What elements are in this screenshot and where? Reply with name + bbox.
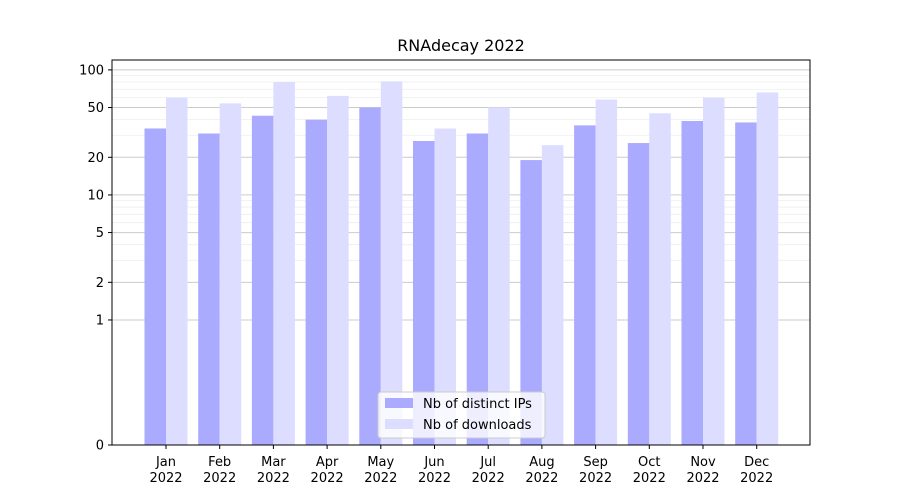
bar-downloads (380, 81, 403, 445)
chart-title: RNAdecay 2022 (397, 36, 525, 55)
bar-downloads (166, 97, 188, 445)
bar-distinct-ips (681, 121, 703, 446)
legend: Nb of distinct IPs Nb of downloads (377, 391, 546, 439)
bar-downloads (273, 82, 295, 445)
bar-distinct-ips (574, 125, 596, 445)
x-tick-label: Jan 2022 (149, 455, 182, 486)
y-tick-label: 1 (96, 313, 104, 328)
y-tick-label: 50 (87, 101, 104, 116)
x-tick-label: Jun 2022 (418, 455, 451, 486)
y-axis: 0 1 2 5 10 20 50 100 (79, 63, 112, 454)
bar-downloads (488, 107, 510, 446)
bar-downloads (703, 97, 725, 445)
bar-distinct-ips (466, 133, 489, 445)
x-tick-label: Jul 2022 (472, 455, 505, 486)
legend-label-distinct-ips: Nb of distinct IPs (423, 397, 532, 412)
bar-downloads (595, 99, 618, 446)
x-tick-label: Feb 2022 (203, 455, 236, 486)
x-axis: Jan 2022 Feb 2022 Mar 2022 Apr 2022 May 2022 Jun 20… (149, 445, 773, 486)
y-tick-label: 100 (79, 63, 104, 78)
x-tick-label: Oct 2022 (633, 455, 666, 486)
bar-distinct-ips (305, 119, 328, 446)
x-tick-label: Dec 2022 (740, 455, 773, 486)
bar-distinct-ips (520, 160, 542, 445)
bar-distinct-ips (627, 143, 650, 445)
y-tick-label: 5 (96, 226, 104, 241)
legend-label-downloads: Nb of downloads (423, 418, 532, 433)
bar-downloads (219, 103, 242, 446)
bars-layer (144, 81, 779, 446)
bar-distinct-ips (413, 140, 435, 445)
bar-downloads (649, 113, 671, 445)
x-tick-label: Nov 2022 (686, 455, 719, 486)
x-tick-label: Mar 2022 (257, 455, 290, 486)
x-tick-label: Sep 2022 (579, 455, 612, 486)
x-tick-label: Apr 2022 (311, 455, 344, 486)
bar-downloads (327, 95, 349, 446)
y-tick-label: 10 (87, 188, 104, 203)
y-tick-label: 2 (96, 276, 104, 291)
x-tick-label: Aug 2022 (525, 455, 558, 486)
bar-distinct-ips (144, 128, 166, 445)
y-tick-label: 0 (96, 439, 104, 454)
x-tick-label: May 2022 (364, 455, 397, 486)
bar-distinct-ips (251, 115, 274, 445)
bar-downloads (434, 128, 456, 445)
bar-distinct-ips (359, 107, 381, 446)
legend-frame (377, 391, 546, 439)
bar-downloads (756, 92, 779, 446)
legend-swatch-downloads (385, 419, 413, 429)
legend-swatch-distinct-ips (385, 398, 413, 408)
bar-distinct-ips (198, 133, 220, 445)
bar-downloads (541, 145, 564, 445)
plot-frame (111, 59, 811, 446)
y-tick-label: 20 (87, 151, 104, 166)
bar-distinct-ips (735, 122, 757, 445)
